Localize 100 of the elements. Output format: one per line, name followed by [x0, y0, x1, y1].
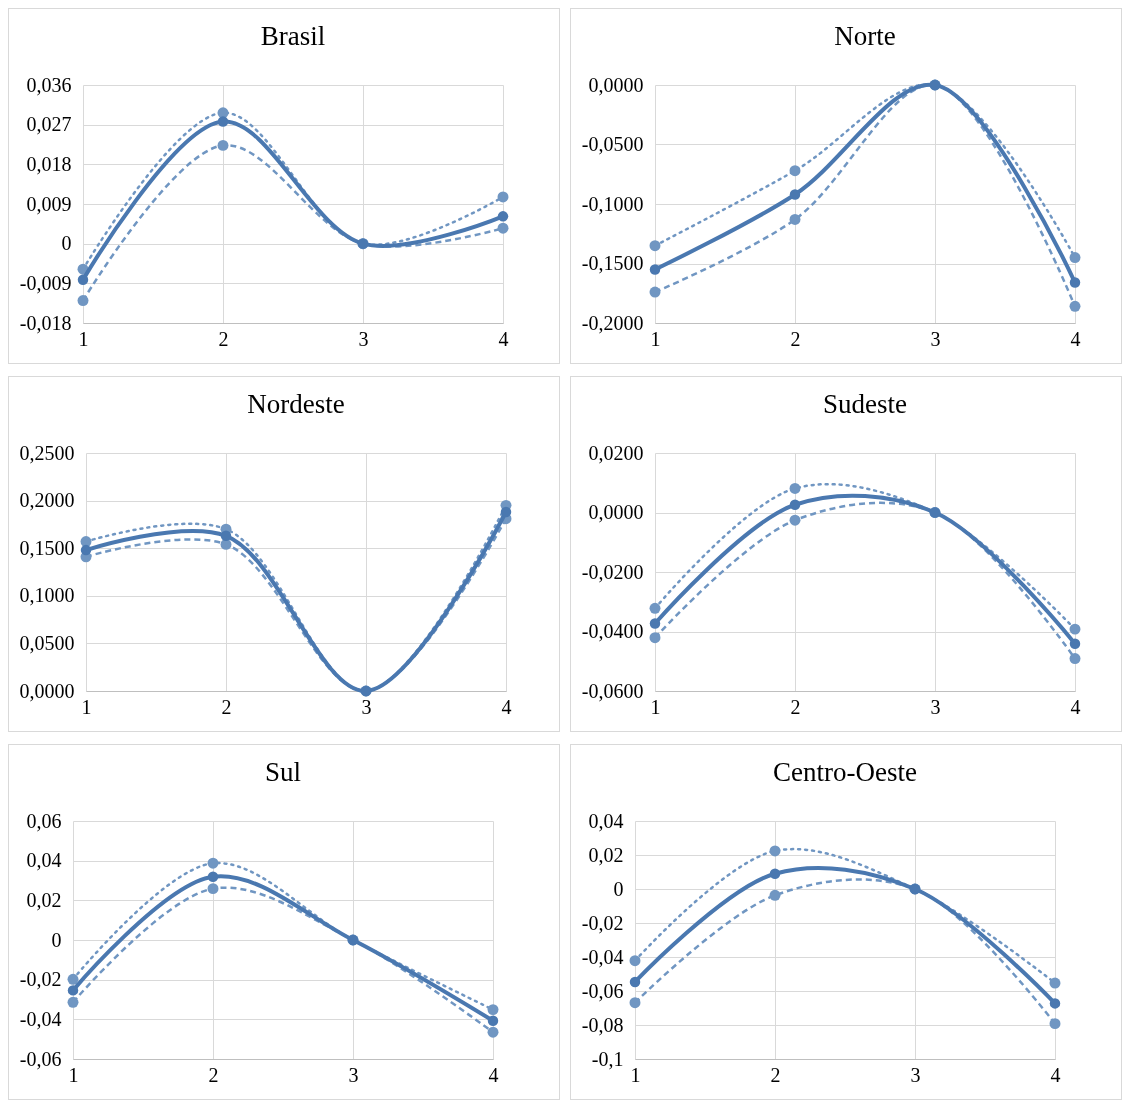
chart-title: Centro-Oeste: [773, 757, 917, 787]
x-tick-label: 3: [348, 1063, 359, 1086]
point: [649, 632, 661, 644]
point: [487, 1026, 499, 1038]
y-tick-label: -0,0200: [581, 560, 644, 583]
y-tick-label: -0,009: [19, 271, 72, 294]
x-tick-label: 3: [930, 695, 941, 718]
point: [629, 976, 641, 988]
y-tick-label: 0,02: [588, 843, 624, 866]
x-tick-label: 1: [68, 1063, 79, 1086]
point: [67, 973, 79, 985]
point: [769, 889, 781, 901]
y-tick-label: 0,02: [26, 888, 62, 911]
y-tick-label: 0,04: [26, 849, 62, 872]
point: [67, 985, 79, 996]
y-tick-label: 0,1000: [19, 584, 75, 607]
x-tick-label: 4: [1070, 327, 1081, 350]
y-tick-label: -0,018: [19, 311, 72, 334]
point: [789, 189, 801, 200]
x-tick-label: 3: [930, 327, 941, 350]
point: [77, 274, 89, 286]
y-tick-label: 0,027: [26, 113, 72, 136]
y-tick-label: 0: [613, 877, 624, 900]
point: [1069, 638, 1081, 649]
point: [1069, 252, 1081, 264]
point: [649, 240, 661, 252]
x-tick-label: 1: [81, 695, 92, 718]
point: [207, 857, 219, 869]
y-tick-label: 0: [51, 928, 62, 951]
point: [487, 1004, 499, 1016]
chart-title: Nordeste: [247, 389, 345, 419]
x-tick-label: 3: [361, 695, 372, 718]
point: [649, 286, 661, 298]
y-tick-label: 0,1500: [19, 536, 75, 559]
point: [497, 191, 509, 203]
y-tick-label: 0,04: [588, 809, 624, 832]
y-tick-label: 0,0000: [19, 679, 75, 702]
x-tick-label: 1: [630, 1063, 641, 1086]
y-tick-label: 0,018: [26, 152, 72, 175]
point: [207, 883, 219, 895]
point: [67, 996, 79, 1008]
x-tick-label: 4: [1070, 695, 1081, 718]
point: [487, 1015, 499, 1026]
x-tick-label: 1: [650, 327, 661, 350]
point: [629, 997, 641, 1009]
point: [217, 116, 229, 127]
point: [649, 618, 661, 629]
chart-title: Sul: [264, 757, 302, 787]
x-tick-label: 4: [1050, 1063, 1061, 1086]
x-tick-label: 2: [221, 695, 232, 718]
x-tick-label: 4: [498, 327, 509, 350]
point: [1069, 300, 1081, 312]
y-tick-label: 0,0500: [19, 631, 75, 654]
point: [789, 514, 801, 526]
y-tick-label: -0,0600: [581, 679, 644, 702]
x-tick-label: 2: [790, 327, 801, 350]
point: [649, 264, 661, 275]
x-tick-label: 1: [78, 327, 89, 350]
y-tick-label: -0,0400: [581, 620, 644, 642]
point: [769, 845, 781, 857]
y-tick-label: 0,0000: [588, 73, 644, 96]
point: [207, 871, 219, 882]
point: [1069, 653, 1081, 665]
y-tick-label: 0: [61, 232, 72, 255]
x-tick-label: 2: [770, 1063, 781, 1086]
point: [789, 214, 801, 225]
point: [1049, 1018, 1061, 1030]
y-tick-label: -0,2000: [581, 311, 644, 334]
y-tick-label: -0,0500: [581, 133, 644, 155]
x-tick-label: 2: [790, 695, 801, 718]
y-tick-label: -0,1500: [581, 252, 644, 274]
point: [220, 530, 232, 542]
y-tick-label: -0,1: [591, 1047, 624, 1070]
point: [769, 868, 781, 879]
point: [789, 482, 801, 494]
x-tick-label: 3: [358, 327, 369, 350]
point: [500, 506, 512, 518]
x-tick-label: 1: [650, 695, 661, 718]
point: [497, 211, 509, 222]
y-tick-label: 0,2500: [19, 441, 75, 464]
y-tick-label: -0,08: [581, 1013, 624, 1036]
x-tick-label: 3: [910, 1063, 921, 1086]
chart-title: Norte: [834, 21, 896, 51]
point: [789, 499, 801, 510]
x-tick-label: 2: [218, 327, 229, 350]
y-tick-label: -0,06: [581, 979, 624, 1002]
point: [497, 222, 509, 234]
y-tick-label: 0,036: [26, 73, 72, 96]
chart-title: Brasil: [260, 21, 326, 51]
point: [77, 295, 89, 306]
point: [789, 165, 801, 177]
y-tick-label: 0,06: [26, 809, 62, 832]
y-tick-label: 0,2000: [19, 489, 75, 512]
point: [629, 955, 641, 967]
x-tick-label: 2: [208, 1063, 219, 1086]
y-tick-label: 0,009: [26, 192, 72, 215]
y-tick-label: -0,02: [581, 911, 624, 934]
y-tick-label: -0,04: [581, 945, 624, 968]
y-tick-label: 0,0200: [588, 441, 644, 464]
y-tick-label: -0,02: [19, 968, 62, 991]
